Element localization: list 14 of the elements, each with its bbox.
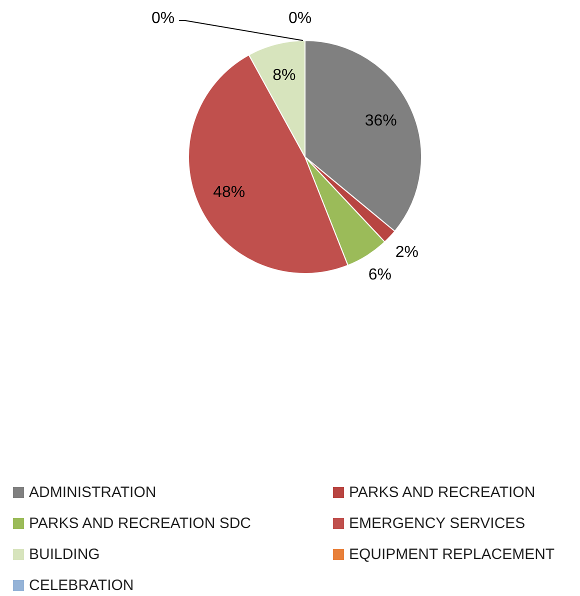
text: 0% (151, 10, 175, 27)
data-label: 6% (368, 266, 392, 284)
data-label: 2% (395, 244, 418, 262)
legend-label: BUILDING (29, 546, 100, 562)
legend-label: CELEBRATION (29, 576, 134, 594)
legend-label: PARKS AND RECREATION SDC (29, 514, 251, 532)
legend-label: PARKS AND RECREATION (349, 484, 536, 500)
data-label: 36% (364, 112, 397, 130)
legend-label: EQUIPMENT REPLACEMENT (349, 546, 555, 562)
data-label: 48% (213, 184, 246, 202)
text: 0% (288, 10, 312, 27)
data-label: 8% (272, 67, 296, 84)
legend-label: ADMINISTRATION (29, 484, 156, 500)
legend-label: EMERGENCY SERVICES (349, 514, 526, 532)
